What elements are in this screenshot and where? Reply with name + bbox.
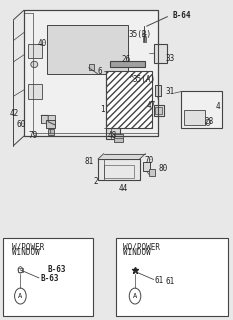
Text: 80: 80 [158, 164, 168, 173]
Bar [18, 268, 23, 272]
Text: 61: 61 [165, 277, 174, 286]
Bar [47, 25, 128, 74]
Bar [46, 120, 55, 128]
Text: 2: 2 [93, 177, 98, 186]
Text: 44: 44 [119, 184, 128, 193]
Text: WINDOW: WINDOW [12, 248, 40, 257]
Bar [155, 108, 162, 114]
Bar [114, 133, 123, 142]
Text: 40: 40 [38, 39, 47, 48]
Bar [3, 238, 93, 316]
Text: 1: 1 [100, 106, 105, 115]
Bar [181, 92, 222, 128]
Text: 35(A): 35(A) [133, 75, 156, 84]
Bar [110, 61, 145, 67]
Text: 26: 26 [121, 55, 130, 64]
Bar [184, 110, 205, 125]
Text: 47: 47 [147, 101, 156, 110]
Bar [41, 116, 55, 123]
Text: 35(B): 35(B) [128, 30, 151, 39]
Text: 60: 60 [17, 120, 26, 130]
Text: 6: 6 [98, 67, 103, 76]
Bar [48, 129, 54, 135]
Text: 31: 31 [165, 87, 174, 96]
Bar [116, 238, 228, 316]
Text: WINDOW: WINDOW [123, 248, 151, 257]
Bar [154, 105, 164, 116]
Text: B-63: B-63 [40, 274, 58, 283]
Bar [149, 169, 155, 176]
Bar [89, 64, 95, 70]
Text: 70: 70 [144, 156, 154, 165]
Text: 4: 4 [216, 102, 221, 111]
Bar [28, 44, 42, 58]
Bar [143, 37, 146, 42]
Bar [28, 84, 42, 100]
Text: B-63: B-63 [47, 265, 65, 275]
Text: 79: 79 [28, 131, 38, 140]
Text: 33: 33 [165, 53, 174, 62]
Text: A: A [130, 74, 134, 79]
Bar [106, 128, 120, 139]
Text: 42: 42 [10, 109, 19, 118]
Text: WO/POWER: WO/POWER [123, 242, 161, 251]
Bar [24, 10, 158, 136]
Text: 81: 81 [84, 157, 93, 166]
Text: B-64: B-64 [172, 11, 191, 20]
Bar [154, 44, 168, 63]
Text: W/POWER: W/POWER [12, 242, 45, 251]
Bar [143, 162, 150, 171]
Bar [104, 165, 134, 178]
Text: 61: 61 [155, 276, 164, 285]
Bar [106, 71, 152, 128]
Text: 48: 48 [107, 131, 116, 140]
Bar [155, 85, 161, 96]
Text: A: A [18, 293, 23, 299]
Text: 28: 28 [205, 116, 214, 126]
Text: A: A [133, 293, 137, 299]
Ellipse shape [31, 61, 38, 68]
Bar [98, 159, 140, 180]
Polygon shape [98, 154, 145, 159]
